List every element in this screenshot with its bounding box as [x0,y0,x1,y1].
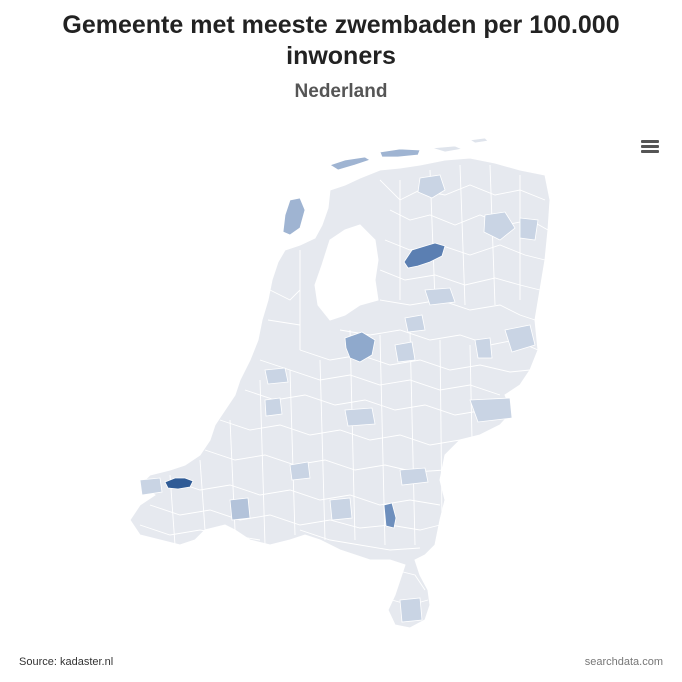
municipality-friesland-highlight[interactable] [403,242,446,269]
hamburger-menu-icon[interactable] [636,134,664,160]
chart-title: Gemeente met meeste zwembaden per 100.00… [62,11,620,70]
municipality-brabant-highlight[interactable] [383,502,397,529]
municipalities-light[interactable] [139,174,539,623]
municipality-zeeland-highlight[interactable] [164,477,194,490]
ijsselmeer [314,224,379,321]
island-schiermonnikoog[interactable] [468,137,489,144]
municipality-lelystad[interactable] [344,331,376,363]
source-text: Source: kadaster.nl [19,656,114,668]
credit-link[interactable]: searchdata.com [584,656,663,668]
island-terschelling[interactable] [379,148,421,158]
island-vlieland[interactable] [329,156,371,171]
island-texel[interactable] [282,197,306,236]
chart-subtitle: Nederland [294,81,388,102]
island-ameland[interactable] [431,145,464,153]
